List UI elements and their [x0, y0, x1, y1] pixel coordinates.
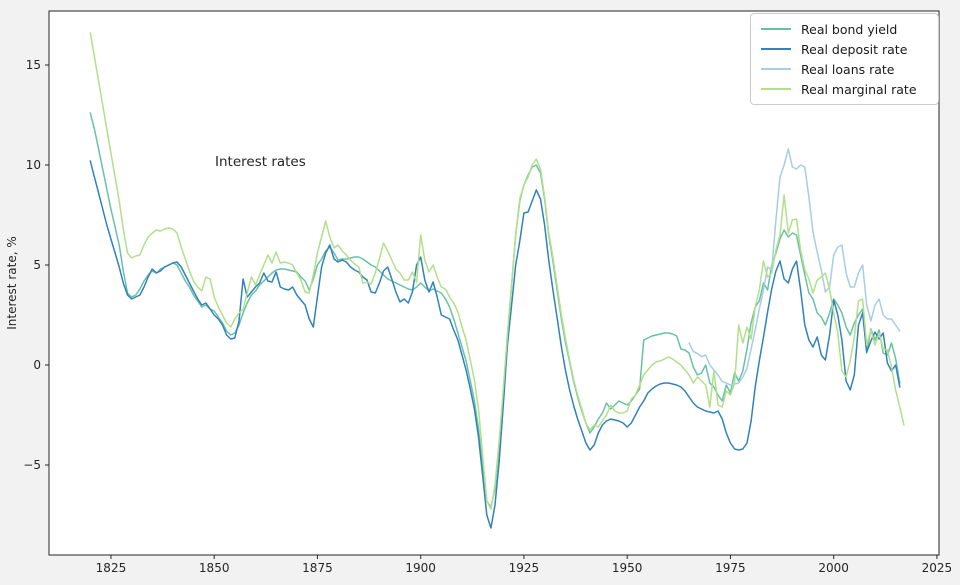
x-tick-label: 2000: [818, 561, 849, 575]
legend-item-real-deposit-rate: Real deposit rate: [761, 40, 928, 58]
y-tick-label: −5: [23, 458, 41, 472]
y-tick-label: 0: [33, 358, 41, 372]
x-tick-label: 1900: [405, 561, 436, 575]
legend-line-swatch: [761, 88, 791, 90]
x-tick-label: 1925: [509, 561, 540, 575]
legend-item-real-bond-yield: Real bond yield: [761, 20, 928, 38]
x-tick-label: 1875: [302, 561, 333, 575]
legend-label: Real marginal rate: [801, 81, 917, 97]
x-tick-label: 1950: [612, 561, 643, 575]
legend-item-real-loans-rate: Real loans rate: [761, 60, 928, 78]
legend-label: Real loans rate: [801, 61, 895, 77]
x-tick-label: 1825: [96, 561, 127, 575]
x-tick-label: 1850: [199, 561, 230, 575]
x-tick-label: 1975: [715, 561, 746, 575]
legend-item-real-marginal-rate: Real marginal rate: [761, 80, 928, 98]
y-tick-label: 10: [26, 158, 41, 172]
series-real-marginal-rate: [89, 32, 905, 510]
legend-line-swatch: [761, 68, 791, 70]
legend-line-swatch: [761, 28, 791, 30]
plot-annotation: Interest rates: [215, 154, 306, 170]
legend-label: Real deposit rate: [801, 41, 908, 57]
y-tick-label: 5: [33, 258, 41, 272]
x-tick-label: 2025: [922, 561, 953, 575]
series-real-loans-rate: [688, 148, 901, 386]
y-axis: 15 10 5 0 −5: [23, 58, 49, 472]
x-axis: 1825 1850 1875 1900 1925 1950 1975 2000 2025: [96, 555, 953, 575]
y-axis-label: Interest rate, %: [5, 236, 19, 329]
legend: Real bond yield Real deposit rate Real l…: [750, 13, 939, 105]
legend-label: Real bond yield: [801, 21, 898, 37]
axes-frame: [48, 10, 940, 556]
legend-line-swatch: [761, 48, 791, 50]
series-group: [89, 32, 905, 529]
y-tick-label: 15: [26, 58, 41, 72]
series-real-deposit-rate: [89, 160, 901, 529]
